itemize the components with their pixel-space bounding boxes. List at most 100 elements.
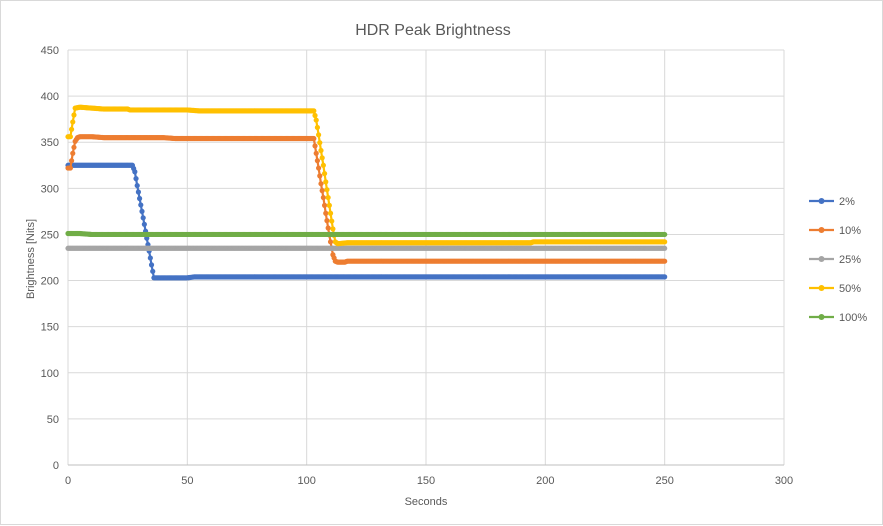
series-10pct xyxy=(65,134,668,265)
data-point xyxy=(313,150,319,156)
data-point xyxy=(68,158,75,164)
legend-label: 10% xyxy=(839,225,861,237)
data-point xyxy=(312,143,318,149)
data-point xyxy=(323,210,329,216)
legend-label: 2% xyxy=(839,196,855,208)
data-point xyxy=(326,202,332,208)
legend-label: 100% xyxy=(839,312,867,324)
legend-swatch-marker xyxy=(818,227,825,233)
y-axis-ticks: 0 50 100 150 200 250 300 350 400 450 xyxy=(41,45,59,472)
x-axis-label: Seconds xyxy=(405,496,448,508)
y-tick-label: 350 xyxy=(41,137,59,149)
data-point xyxy=(314,124,321,131)
y-tick-label: 250 xyxy=(41,229,59,241)
series-50pct xyxy=(65,104,668,247)
series-25pct xyxy=(65,245,668,251)
legend-item: 10% xyxy=(809,225,861,237)
data-point xyxy=(141,221,147,227)
y-tick-label: 300 xyxy=(41,183,59,195)
data-point xyxy=(68,126,75,132)
legend-item: 2% xyxy=(809,196,855,208)
data-point xyxy=(311,135,317,142)
legend-swatch-marker xyxy=(818,314,825,320)
data-point xyxy=(319,155,325,161)
data-point xyxy=(71,112,77,118)
x-tick-label: 200 xyxy=(536,475,554,487)
data-point xyxy=(140,215,146,221)
y-tick-label: 450 xyxy=(41,45,59,57)
data-point xyxy=(134,182,140,189)
data-point xyxy=(67,134,73,140)
data-point xyxy=(312,112,318,119)
y-tick-label: 100 xyxy=(41,368,59,380)
legend-swatch-marker xyxy=(818,285,825,291)
legend-item: 25% xyxy=(809,254,861,266)
data-point xyxy=(662,239,668,245)
data-point xyxy=(327,239,334,245)
chart-title: HDR Peak Brightness xyxy=(355,22,511,39)
x-tick-label: 100 xyxy=(297,475,315,487)
data-point xyxy=(320,162,326,168)
data-point xyxy=(148,262,155,268)
x-tick-label: 50 xyxy=(181,475,193,487)
series-layer xyxy=(65,104,668,281)
data-point xyxy=(330,226,336,232)
series-100pct xyxy=(65,230,668,238)
data-point xyxy=(314,158,321,164)
data-point xyxy=(325,194,331,201)
data-point xyxy=(317,140,323,146)
data-point xyxy=(317,173,323,179)
data-point xyxy=(138,202,144,208)
legend-swatch-marker xyxy=(818,256,825,262)
data-point xyxy=(316,132,322,138)
legend-item: 50% xyxy=(809,283,861,295)
y-tick-label: 50 xyxy=(47,414,59,426)
data-point xyxy=(132,169,138,175)
data-point xyxy=(133,176,139,182)
data-point xyxy=(318,147,324,154)
data-point xyxy=(70,119,76,125)
data-point xyxy=(71,144,77,150)
y-axis-label: Brightness [Nits] xyxy=(25,219,37,299)
x-tick-label: 250 xyxy=(655,475,673,487)
data-point xyxy=(323,179,329,185)
y-tick-label: 200 xyxy=(41,276,59,288)
y-tick-label: 150 xyxy=(41,322,59,334)
data-point xyxy=(662,258,668,264)
data-point xyxy=(137,195,143,202)
data-point xyxy=(70,150,76,156)
data-point xyxy=(662,245,668,251)
data-point xyxy=(327,210,334,216)
series-line xyxy=(68,106,665,245)
data-point xyxy=(662,231,668,238)
x-tick-label: 150 xyxy=(417,475,435,487)
data-point xyxy=(321,202,328,208)
legend-item: 100% xyxy=(809,312,867,324)
data-point xyxy=(316,165,322,171)
y-tick-label: 400 xyxy=(41,91,59,103)
data-point xyxy=(147,255,153,261)
data-point xyxy=(139,208,145,214)
data-point xyxy=(325,225,331,231)
data-point xyxy=(324,187,330,193)
data-point xyxy=(321,170,328,177)
data-point xyxy=(662,274,668,280)
x-tick-label: 0 xyxy=(65,475,71,487)
legend-label: 25% xyxy=(839,254,861,266)
legend-label: 50% xyxy=(839,283,861,295)
data-point xyxy=(313,117,319,123)
data-point xyxy=(324,218,330,224)
data-point xyxy=(320,194,326,201)
legend: 2% 10% 25% 50% 100% xyxy=(809,196,867,324)
x-tick-label: 300 xyxy=(775,475,793,487)
x-axis-ticks: 0 50 100 150 200 250 300 xyxy=(65,475,793,487)
data-point xyxy=(329,218,335,224)
legend-swatch-marker xyxy=(818,198,825,204)
data-point xyxy=(318,181,324,187)
data-point xyxy=(150,268,156,274)
y-tick-label: 0 xyxy=(53,460,59,472)
data-point xyxy=(67,165,73,171)
data-point xyxy=(319,188,325,194)
data-point xyxy=(135,189,142,195)
